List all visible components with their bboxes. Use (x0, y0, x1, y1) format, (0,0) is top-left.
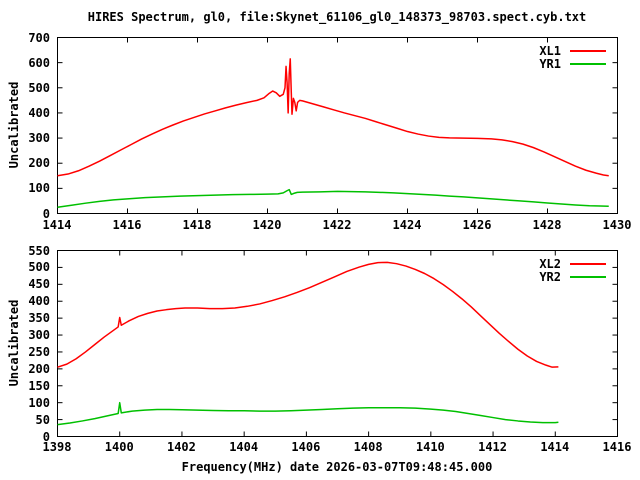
series-line-yr2 (57, 401, 559, 426)
legend-label-yr2: YR2 (539, 269, 561, 284)
plot-border (57, 37, 618, 214)
x-tick-label: 1424 (392, 218, 422, 232)
x-tick-label: 1414 (42, 218, 72, 232)
series-line-yr1 (57, 188, 609, 208)
x-tick-label: 1426 (462, 218, 492, 232)
legend-label-xl1: XL1 (539, 43, 561, 58)
bottom-chart-y-axis-label: Uncalibrated (7, 299, 21, 387)
x-tick-label: 1418 (182, 218, 212, 232)
x-tick-label: 1420 (252, 218, 282, 232)
x-tick-label: 1408 (353, 440, 383, 454)
x-tick-label: 1404 (229, 440, 259, 454)
legend-line-sample-yr2 (570, 275, 606, 278)
bottom-chart-legend: XL2 YR2 (539, 257, 606, 283)
x-tick-label: 1398 (42, 440, 72, 454)
x-tick-label: 1416 (602, 440, 632, 454)
x-tick-label: 1422 (322, 218, 352, 232)
legend-label-xl2: XL2 (539, 256, 561, 271)
x-tick-label: 1414 (540, 440, 570, 454)
x-axis-label: Frequency(MHz) date 2026-03-07T09:48:45.… (181, 460, 493, 474)
y-tick-label: 50 (35, 412, 50, 427)
legend-line-sample-xl2 (570, 262, 606, 265)
y-tick-label: 550 (28, 243, 50, 258)
legend-line-sample-yr1 (570, 62, 606, 65)
bottom-chart-plot-area (57, 250, 618, 437)
top-chart-y-axis-label: Uncalibrated (7, 81, 21, 169)
x-tick-label: 1400 (104, 440, 134, 454)
x-tick-label: 1428 (532, 218, 562, 232)
x-tick-label: 1430 (602, 218, 632, 232)
top-chart-plot-area (57, 37, 618, 214)
y-tick-label: 700 (28, 30, 50, 45)
y-tick-label: 0 (42, 206, 50, 221)
x-tick-label: 1416 (112, 218, 142, 232)
x-tick-label: 1410 (415, 440, 445, 454)
legend-line-sample-xl1 (570, 49, 606, 52)
series-line-xl1 (57, 58, 609, 177)
plot-border (57, 250, 618, 437)
top-chart-legend: XL1 YR1 (539, 44, 606, 70)
legend-entry-xl1: XL1 (539, 44, 606, 57)
series-line-xl2 (57, 261, 559, 368)
legend-label-yr1: YR1 (539, 56, 561, 71)
x-tick-label: 1412 (478, 440, 507, 454)
legend-entry-yr2: YR2 (539, 270, 606, 283)
y-tick-label: 500 (28, 260, 50, 275)
y-tick-label: 0 (42, 429, 50, 444)
legend-entry-xl2: XL2 (539, 257, 606, 270)
x-tick-label: 1406 (291, 440, 321, 454)
x-tick-label: 1402 (166, 440, 196, 454)
chart-title: HIRES Spectrum, gl0, file:Skynet_61106_g… (87, 10, 587, 24)
legend-entry-yr1: YR1 (539, 57, 606, 70)
